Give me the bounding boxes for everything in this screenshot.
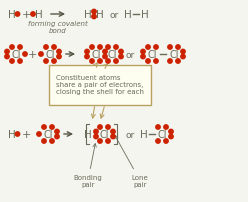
Circle shape — [10, 46, 14, 50]
Text: +: + — [21, 10, 31, 20]
Text: H: H — [84, 129, 92, 139]
Circle shape — [37, 132, 41, 137]
Circle shape — [31, 13, 35, 17]
Circle shape — [176, 60, 180, 64]
Circle shape — [141, 55, 145, 59]
Circle shape — [106, 125, 110, 129]
Circle shape — [168, 60, 172, 64]
Text: +: + — [27, 50, 37, 60]
Text: H: H — [8, 129, 16, 139]
Circle shape — [106, 46, 110, 50]
Circle shape — [164, 139, 168, 143]
Circle shape — [57, 50, 61, 54]
Circle shape — [154, 46, 158, 50]
Circle shape — [169, 130, 173, 134]
Circle shape — [52, 60, 56, 64]
Text: H: H — [140, 129, 148, 139]
Text: H: H — [124, 10, 132, 20]
Circle shape — [55, 130, 59, 134]
Circle shape — [42, 125, 46, 129]
Circle shape — [168, 46, 172, 50]
Text: H: H — [35, 10, 43, 20]
Text: or: or — [125, 130, 135, 139]
Circle shape — [106, 60, 110, 64]
Text: Lone
pair: Lone pair — [115, 136, 148, 187]
Circle shape — [94, 130, 98, 134]
Circle shape — [146, 46, 150, 50]
Circle shape — [39, 53, 43, 57]
Text: Cl: Cl — [169, 50, 179, 60]
Text: Cl: Cl — [99, 129, 109, 139]
Circle shape — [50, 125, 54, 129]
Circle shape — [141, 50, 145, 54]
Text: H: H — [84, 10, 92, 20]
Circle shape — [90, 60, 94, 64]
Text: H: H — [96, 10, 104, 20]
Circle shape — [98, 125, 102, 129]
Circle shape — [10, 60, 14, 64]
Circle shape — [92, 10, 96, 15]
Text: Cl: Cl — [43, 129, 53, 139]
Text: or: or — [109, 11, 119, 19]
Circle shape — [114, 46, 118, 50]
Circle shape — [5, 50, 9, 54]
Circle shape — [15, 13, 20, 17]
Circle shape — [50, 139, 54, 143]
Text: Cl: Cl — [147, 50, 157, 60]
Text: H: H — [141, 10, 149, 20]
Circle shape — [57, 55, 61, 59]
Circle shape — [92, 15, 96, 20]
Circle shape — [44, 60, 48, 64]
Circle shape — [85, 55, 89, 59]
Circle shape — [85, 50, 89, 54]
Circle shape — [111, 130, 115, 134]
Circle shape — [98, 60, 102, 64]
Text: H: H — [8, 10, 16, 20]
Circle shape — [156, 139, 160, 143]
Text: Cl: Cl — [45, 50, 55, 60]
Circle shape — [176, 46, 180, 50]
Circle shape — [44, 46, 48, 50]
Text: Cl: Cl — [107, 50, 117, 60]
Text: +: + — [21, 129, 31, 139]
Circle shape — [5, 55, 9, 59]
Circle shape — [106, 139, 110, 143]
Text: Constituent atoms
share a pair of electrons,
closing the shell for each: Constituent atoms share a pair of electr… — [56, 75, 144, 95]
Circle shape — [23, 53, 27, 57]
Circle shape — [94, 135, 98, 139]
Circle shape — [169, 135, 173, 139]
Circle shape — [154, 60, 158, 64]
Circle shape — [98, 139, 102, 143]
Text: Bonding
pair: Bonding pair — [74, 144, 102, 187]
Circle shape — [181, 55, 185, 59]
Circle shape — [156, 125, 160, 129]
Circle shape — [119, 50, 123, 54]
Circle shape — [111, 135, 115, 139]
Circle shape — [15, 132, 20, 137]
Circle shape — [103, 55, 107, 59]
Circle shape — [103, 50, 107, 54]
Circle shape — [164, 125, 168, 129]
Text: Cl: Cl — [11, 50, 21, 60]
Circle shape — [114, 60, 118, 64]
Circle shape — [55, 135, 59, 139]
Circle shape — [146, 60, 150, 64]
Circle shape — [42, 139, 46, 143]
Circle shape — [52, 46, 56, 50]
Text: or: or — [125, 50, 135, 59]
Circle shape — [90, 46, 94, 50]
Circle shape — [181, 50, 185, 54]
Circle shape — [18, 60, 22, 64]
Circle shape — [119, 55, 123, 59]
Text: forming covalent
bond: forming covalent bond — [28, 21, 88, 34]
Text: Cl: Cl — [91, 50, 101, 60]
Text: Cl: Cl — [157, 129, 167, 139]
Circle shape — [18, 46, 22, 50]
FancyBboxPatch shape — [49, 66, 151, 105]
Circle shape — [98, 46, 102, 50]
